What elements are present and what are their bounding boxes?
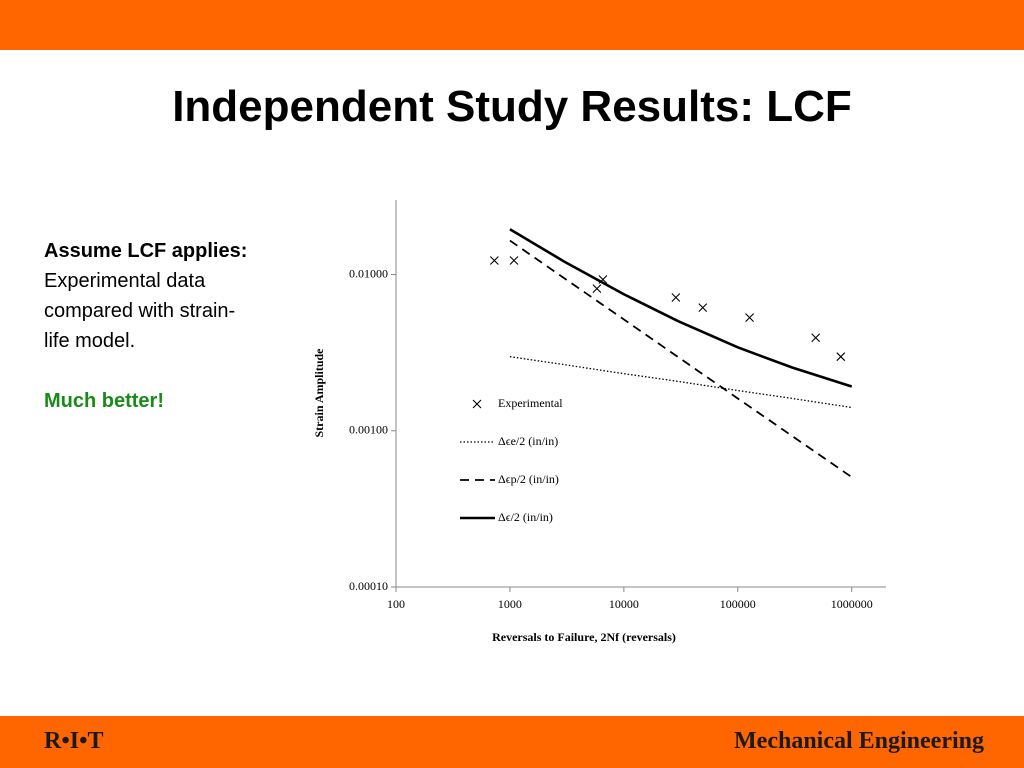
x-tick-label: 100 xyxy=(387,597,405,611)
slide-title: Independent Study Results: LCF xyxy=(172,82,852,131)
data-point xyxy=(745,313,754,323)
note-heading: Assume LCF applies: xyxy=(44,240,248,262)
legend-label: Experimental xyxy=(498,396,563,410)
note-conclusion: Much better! xyxy=(44,390,164,412)
x-tick-label: 100000 xyxy=(720,597,756,611)
y-tick-label: 0.00100 xyxy=(349,423,388,437)
x-tick-label: 1000000 xyxy=(831,597,873,611)
x-tick-label: 1000 xyxy=(498,597,522,611)
data-point xyxy=(592,284,602,293)
data-point xyxy=(671,293,681,302)
legend-label: Δϵ/2 (in/in) xyxy=(498,510,553,524)
data-line xyxy=(509,228,853,388)
y-tick-label: 0.01000 xyxy=(349,266,388,280)
chart: Reversals to Failure, 2Nf (reversals) St… xyxy=(312,200,886,644)
footer-bar xyxy=(0,716,1024,768)
data-point xyxy=(698,303,708,313)
note: Assume LCF applies: Experimental data co… xyxy=(44,236,259,416)
y-tick-label: 0.00010 xyxy=(349,579,388,593)
data-point xyxy=(836,352,846,362)
data-line xyxy=(509,239,853,478)
footer-left: R•I•T xyxy=(44,728,104,754)
legend-label: Δϵp/2 (in/in) xyxy=(498,472,559,486)
legend-marker xyxy=(472,399,482,409)
x-axis-label: Reversals to Failure, 2Nf (reversals) xyxy=(492,630,676,644)
y-axis-label: Strain Amplitude xyxy=(312,348,326,438)
header-bar xyxy=(0,0,1024,50)
legend-label: Δϵe/2 (in/in) xyxy=(498,434,558,448)
note-body: Experimental data compared with strain-l… xyxy=(44,270,236,352)
data-point xyxy=(811,333,821,343)
data-point xyxy=(509,256,519,265)
data-point xyxy=(489,256,499,265)
x-tick-label: 10000 xyxy=(609,597,639,611)
footer-right: Mechanical Engineering xyxy=(734,728,984,754)
